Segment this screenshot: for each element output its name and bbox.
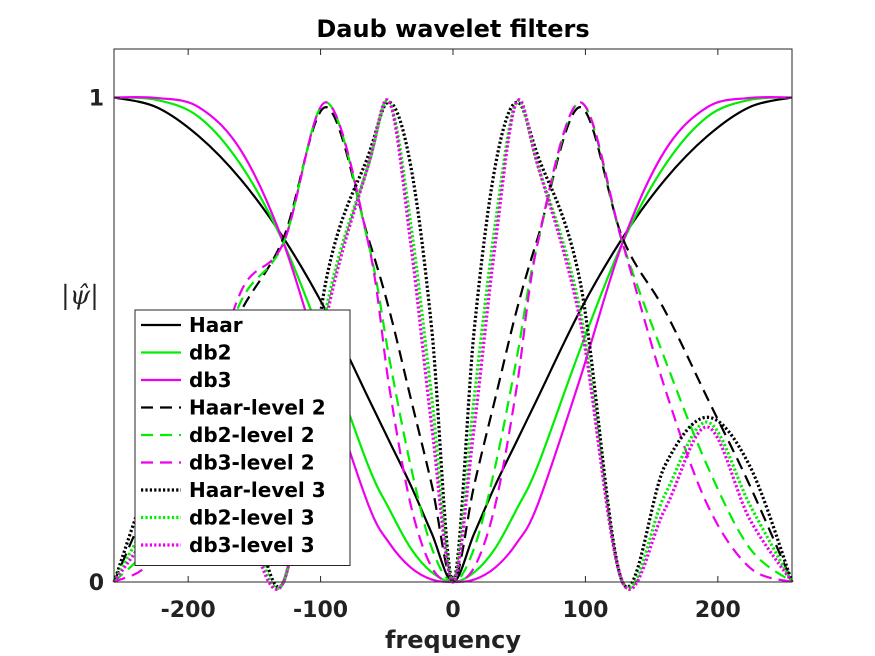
legend-entry-label: db2: [189, 341, 232, 365]
x-tick-label: 0: [445, 598, 460, 623]
y-tick-label: 0: [89, 571, 104, 596]
series-line-haar-level-3: [112, 100, 794, 589]
chart-title: Daub wavelet filters: [316, 15, 589, 43]
x-tick-label: -100: [293, 598, 348, 623]
y-tick-label: 1: [89, 86, 104, 111]
y-axis-label: |ψ̂|: [61, 281, 99, 311]
legend-entry-label: Haar-level 2: [189, 396, 326, 420]
legend-entry-label: db2-level 2: [189, 423, 315, 447]
legend-entry-label: Haar-level 3: [189, 478, 326, 502]
legend-entry-label: db3-level 3: [189, 533, 315, 557]
tick-layer: -200 -100 0 100 200 0 1: [89, 49, 792, 623]
legend-entry-label: db3-level 2: [189, 451, 315, 475]
x-tick-label: -200: [161, 598, 216, 623]
legend-entry-label: db2-level 3: [189, 506, 315, 530]
x-tick-label: 100: [562, 598, 608, 623]
legend: Haar db2 db3 Haar-level 2 db2-level 2 db3-lev…: [134, 309, 351, 566]
legend-entry-label: db3: [189, 368, 232, 392]
legend-entry-label: Haar: [189, 313, 243, 337]
x-axis-label: frequency: [385, 626, 521, 654]
x-tick-label: 200: [695, 598, 741, 623]
